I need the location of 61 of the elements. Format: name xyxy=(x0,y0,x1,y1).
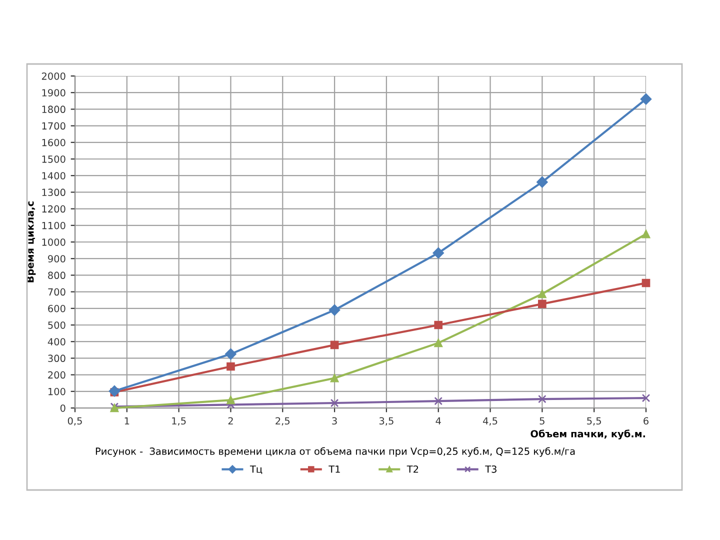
point xyxy=(226,400,235,409)
legend-label: Tц xyxy=(250,466,262,474)
point xyxy=(640,93,652,105)
y-tick-label: 800 xyxy=(48,272,66,280)
x-axis-title: Объем пачки, куб.м. xyxy=(530,430,646,440)
point xyxy=(434,396,443,406)
point xyxy=(225,348,236,360)
x-tick-label: 0,5 xyxy=(68,417,82,426)
y-tick-label: 1900 xyxy=(42,89,66,96)
point xyxy=(108,385,120,397)
point xyxy=(538,300,546,308)
y-tick-label: 1000 xyxy=(42,238,66,246)
point xyxy=(434,338,443,348)
x-tick-label: 5,5 xyxy=(587,417,601,426)
x-tick-label: 1,5 xyxy=(172,417,186,426)
y-tick-label: 100 xyxy=(48,388,66,396)
x-tick-label: 1 xyxy=(124,417,130,424)
point xyxy=(330,374,339,382)
y-tick-label: 1700 xyxy=(42,122,66,130)
x-tick-label: 3 xyxy=(332,417,337,425)
point xyxy=(538,290,546,298)
x-tick-label: 4 xyxy=(436,417,441,424)
y-tick-label: 500 xyxy=(48,321,66,329)
y-tick-label: 300 xyxy=(48,354,66,362)
x-tick-label: 4,5 xyxy=(483,417,498,426)
legend-label: T2 xyxy=(406,465,418,473)
point xyxy=(536,176,548,188)
x-tick-label: 2,5 xyxy=(276,417,290,426)
y-tick-label: 900 xyxy=(48,255,66,262)
point xyxy=(434,320,443,330)
point xyxy=(330,340,339,350)
point xyxy=(642,230,650,238)
point xyxy=(642,278,650,288)
x-tick-label: 3,5 xyxy=(379,417,394,426)
y-tick-label: 1300 xyxy=(42,188,66,196)
x-tick-label: 2 xyxy=(228,417,233,424)
point xyxy=(226,396,235,404)
legend-label: T3 xyxy=(485,465,496,473)
y-tick-label: 1400 xyxy=(42,172,66,180)
x-tick-label: 6 xyxy=(644,417,648,425)
point xyxy=(432,247,444,259)
y-tick-label: 2000 xyxy=(42,72,66,80)
point xyxy=(538,394,546,404)
y-tick-label: 600 xyxy=(48,304,66,312)
point xyxy=(328,304,340,316)
y-tick-label: 1800 xyxy=(42,106,66,114)
x-tick-label: 5 xyxy=(540,417,544,425)
text: Рисунок - Зависимость времени цикла от объема пачки при Vср=0,25 куб.м, Q=125 куб.м/га xyxy=(96,447,575,457)
y-tick-label: 700 xyxy=(48,288,66,296)
y-tick-label: 1100 xyxy=(42,222,66,230)
point xyxy=(330,398,339,408)
point xyxy=(642,394,650,402)
point xyxy=(226,362,235,371)
y-axis-title: Время цикла,с xyxy=(26,202,36,282)
y-tick-label: 1500 xyxy=(42,155,66,163)
legend-label: T1 xyxy=(328,466,340,473)
y-tick-label: 200 xyxy=(48,371,66,379)
y-tick-label: 1600 xyxy=(42,138,66,146)
y-tick-label: 400 xyxy=(48,338,66,346)
y-tick-label: 1200 xyxy=(42,205,66,213)
y-tick-label: 0 xyxy=(60,404,66,412)
